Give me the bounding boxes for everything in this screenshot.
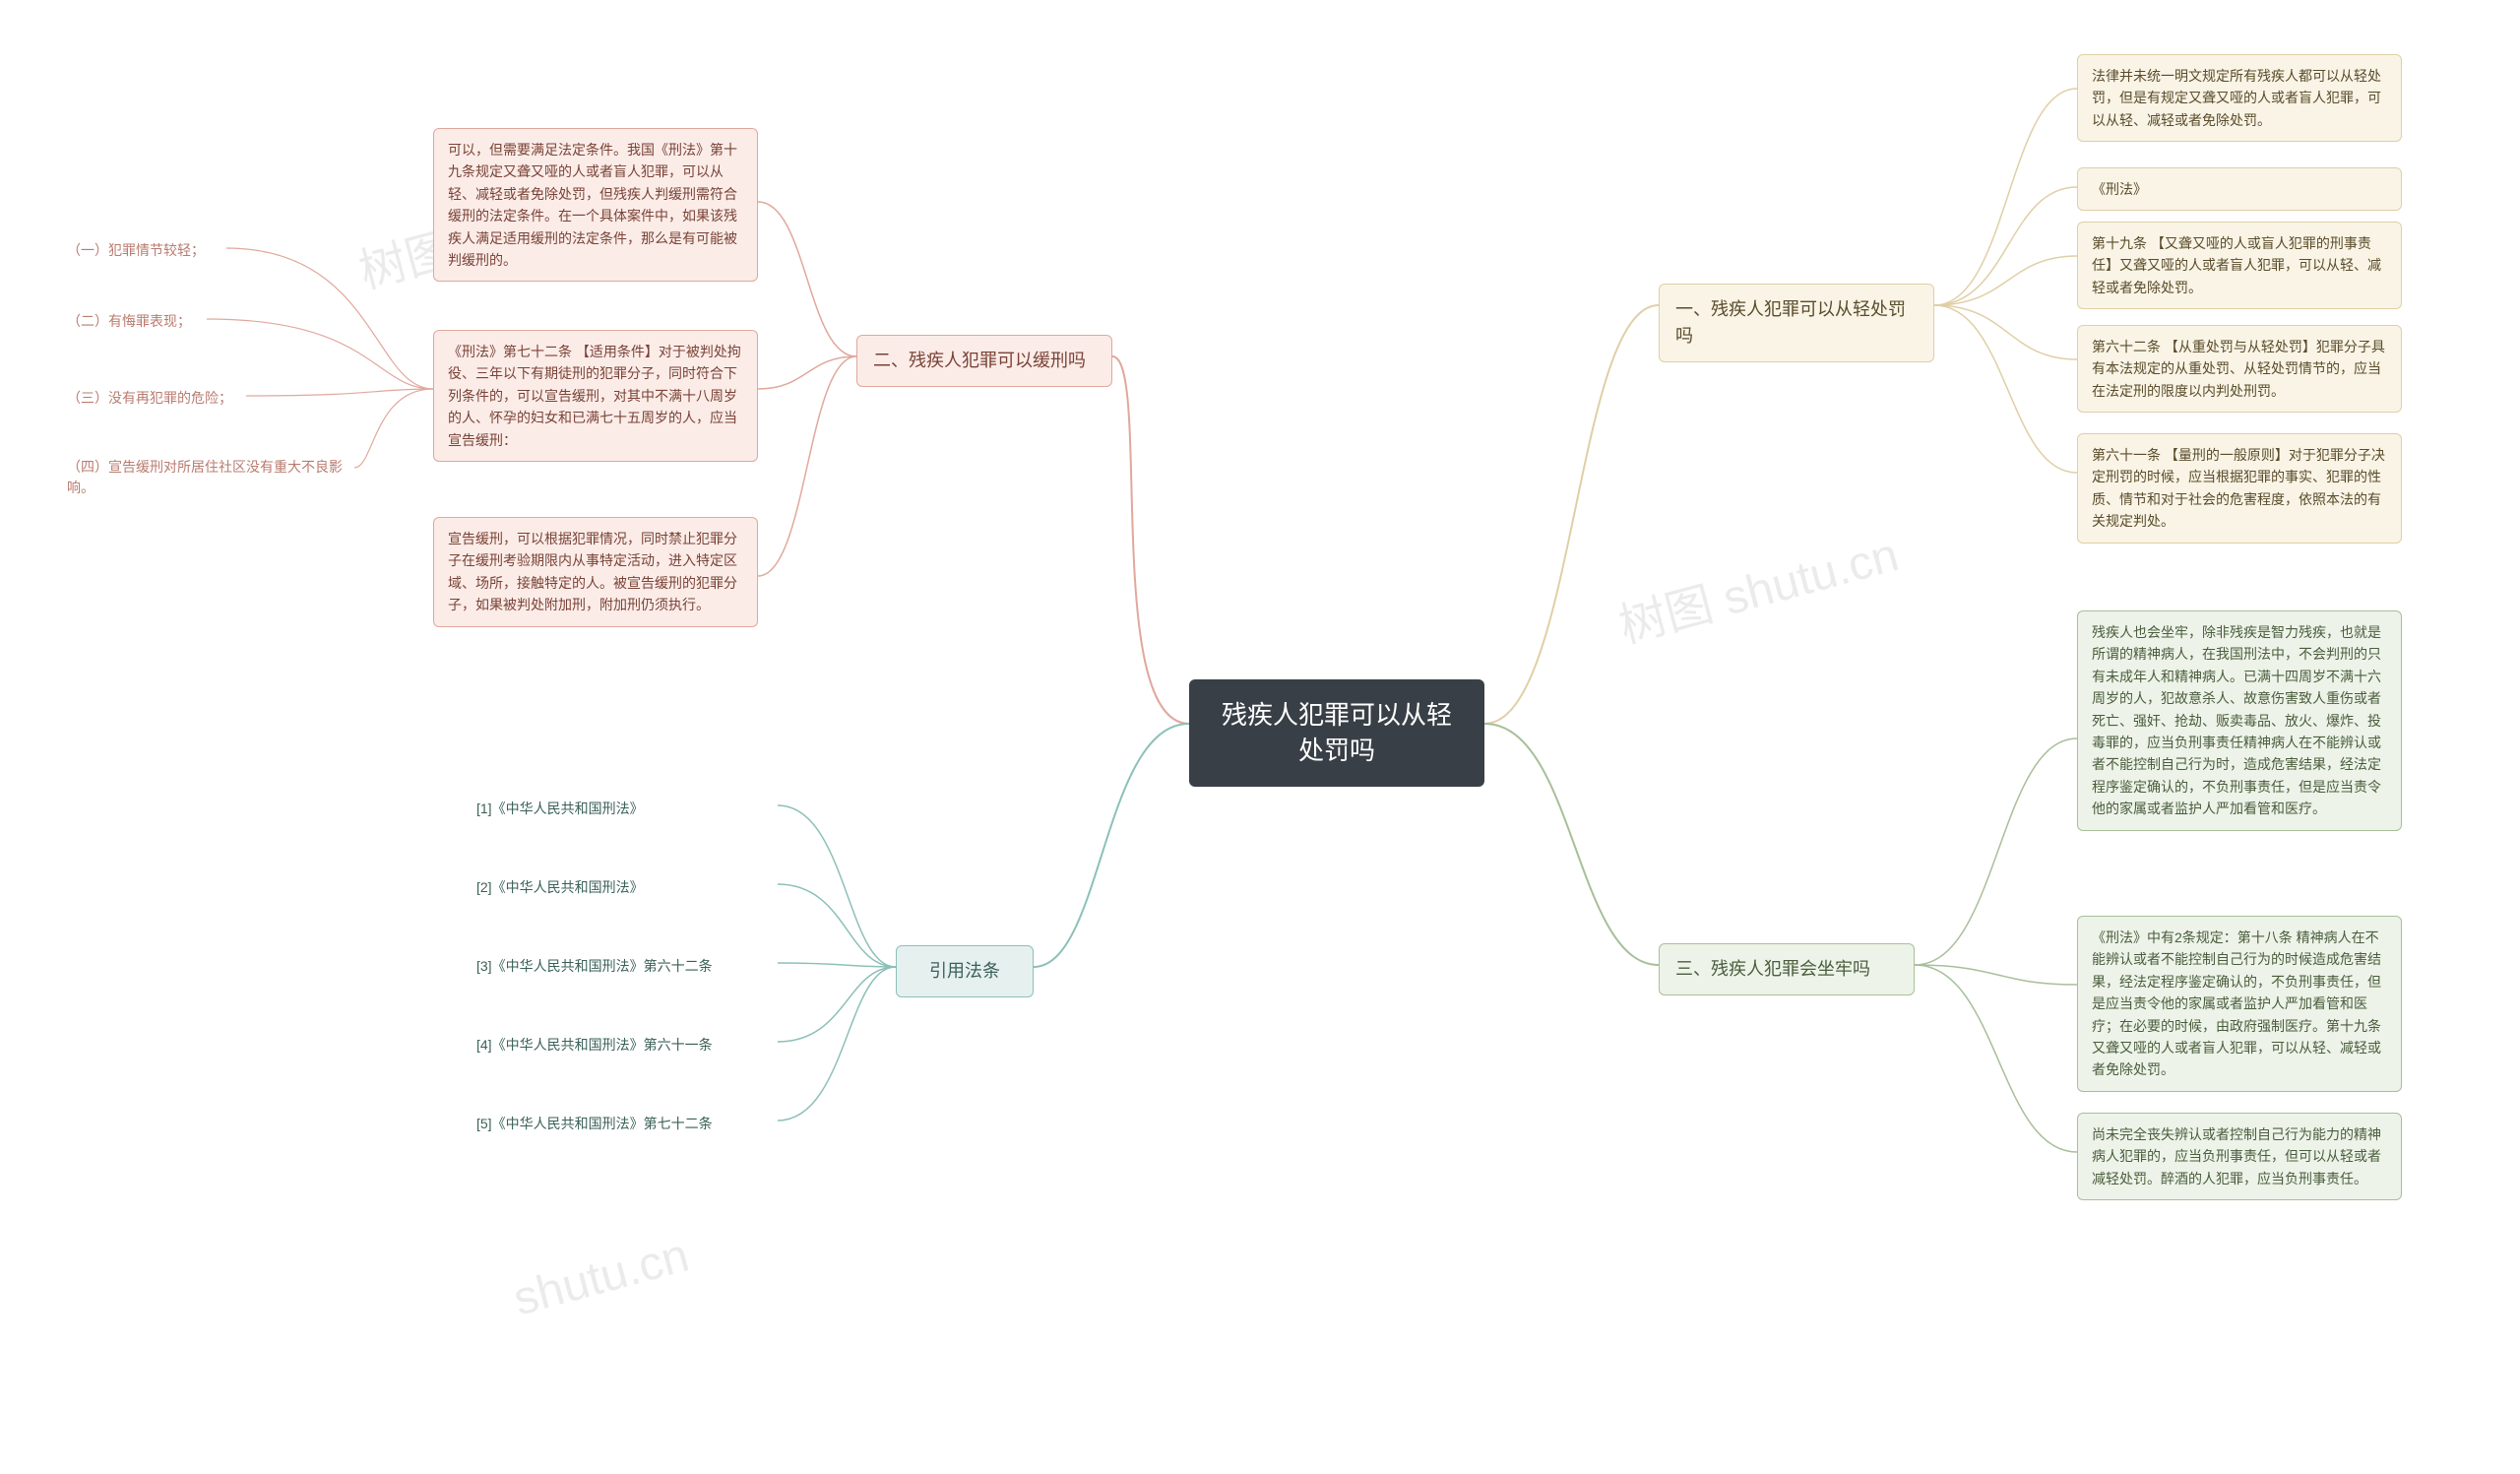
branch-2-leaf[interactable]: 宣告缓刑，可以根据犯罪情况，同时禁止犯罪分子在缓刑考验期限内从事特定活动，进入特… [433, 517, 758, 627]
branch-2-sub[interactable]: （四）宣告缓刑对所居住社区没有重大不良影响。 [59, 453, 364, 502]
branch-1-leaf[interactable]: 第六十一条 【量刑的一般原则】对于犯罪分子决定刑罚的时候，应当根据犯罪的事实、犯… [2077, 433, 2402, 544]
root-node[interactable]: 残疾人犯罪可以从轻处罚吗 [1189, 679, 1484, 787]
branch-4-leaf[interactable]: [5]《中华人民共和国刑法》第七十二条 [463, 1103, 778, 1144]
branch-4-leaf[interactable]: [4]《中华人民共和国刑法》第六十一条 [463, 1024, 778, 1065]
branch-3-leaf[interactable]: 尚未完全丧失辨认或者控制自己行为能力的精神病人犯罪的，应当负刑事责任，但可以从轻… [2077, 1113, 2402, 1200]
branch-2-sub[interactable]: （一）犯罪情节较轻； [59, 236, 213, 265]
branch-1[interactable]: 一、残疾人犯罪可以从轻处罚吗 [1659, 284, 1934, 362]
branch-1-leaf[interactable]: 第六十二条 【从重处罚与从轻处罚】犯罪分子具有本法规定的从重处罚、从轻处罚情节的… [2077, 325, 2402, 413]
branch-4-leaf[interactable]: [2]《中华人民共和国刑法》 [463, 866, 778, 908]
branch-1-leaf[interactable]: 第十九条 【又聋又哑的人或盲人犯罪的刑事责任】又聋又哑的人或者盲人犯罪，可以从轻… [2077, 222, 2402, 309]
watermark: 树图 shutu.cn [1610, 516, 1905, 657]
branch-2[interactable]: 二、残疾人犯罪可以缓刑吗 [856, 335, 1112, 387]
branch-3[interactable]: 三、残疾人犯罪会坐牢吗 [1659, 943, 1915, 995]
branch-2-sub[interactable]: （三）没有再犯罪的危险； [59, 384, 240, 413]
branch-4-leaf[interactable]: [1]《中华人民共和国刑法》 [463, 788, 778, 829]
branch-1-leaf[interactable]: 法律并未统一明文规定所有残疾人都可以从轻处罚，但是有规定又聋又哑的人或者盲人犯罪… [2077, 54, 2402, 142]
branch-2-leaf[interactable]: 《刑法》第七十二条 【适用条件】对于被判处拘役、三年以下有期徒刑的犯罪分子，同时… [433, 330, 758, 462]
branch-4-leaf[interactable]: [3]《中华人民共和国刑法》第六十二条 [463, 945, 778, 987]
watermark: shutu.cn [508, 1228, 695, 1326]
branch-3-leaf[interactable]: 残疾人也会坐牢，除非残疾是智力残疾，也就是所谓的精神病人，在我国刑法中，不会判刑… [2077, 610, 2402, 831]
branch-2-leaf[interactable]: 可以，但需要满足法定条件。我国《刑法》第十九条规定又聋又哑的人或者盲人犯罪，可以… [433, 128, 758, 282]
branch-2-sub[interactable]: （二）有悔罪表现； [59, 307, 199, 336]
branch-1-leaf[interactable]: 《刑法》 [2077, 167, 2402, 211]
branch-3-leaf[interactable]: 《刑法》中有2条规定：第十八条 精神病人在不能辨认或者不能控制自己行为的时候造成… [2077, 916, 2402, 1092]
branch-4[interactable]: 引用法条 [896, 945, 1034, 997]
